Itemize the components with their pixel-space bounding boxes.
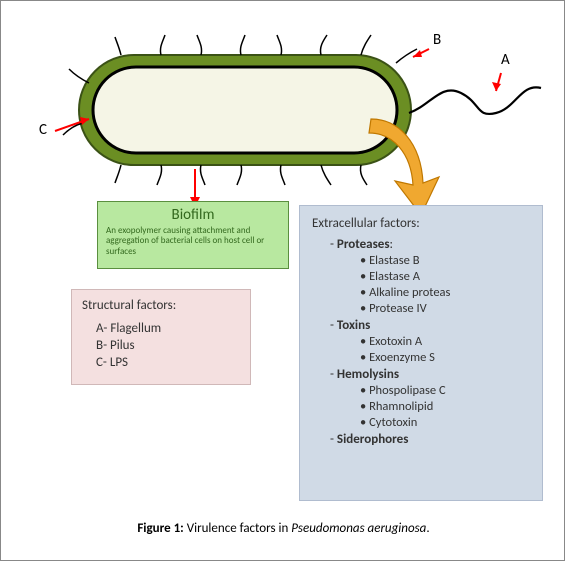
biofilm-desc: An exopolymer causing attachment and agg…	[106, 226, 280, 257]
bacterium-svg	[1, 13, 565, 213]
label-a: A	[501, 51, 510, 69]
extracellular-item: Protease IV	[312, 301, 530, 316]
structural-header: Structural factors:	[82, 298, 240, 313]
structural-box: Structural factors: A- Flagellum B- Pilus…	[71, 289, 251, 385]
extracellular-category: Toxins	[312, 318, 530, 333]
label-c: C	[39, 121, 47, 139]
extracellular-category: Siderophores	[312, 432, 530, 447]
caption-suffix: .	[426, 521, 429, 536]
arrow-a	[492, 73, 501, 91]
structural-item: A- Flagellum	[82, 321, 240, 336]
figure-caption: Figure 1: Virulence factors in Pseudomon…	[1, 521, 565, 536]
extracellular-item: Alkaline proteas	[312, 285, 530, 300]
extracellular-category: Proteases:	[312, 237, 530, 252]
extracellular-item: Elastase B	[312, 253, 530, 268]
structural-item: B- Pilus	[82, 338, 240, 353]
structural-items: A- Flagellum B- Pilus C- LPS	[82, 321, 240, 370]
extracellular-item: Exotoxin A	[312, 334, 530, 349]
biofilm-box: Biofilm An exopolymer causing attachment…	[97, 201, 289, 269]
caption-species: Pseudomonas aeruginosa	[291, 521, 426, 536]
extracellular-item: Phospolipase C	[312, 383, 530, 398]
extracellular-category: Hemolysins	[312, 367, 530, 382]
caption-prefix: Figure 1:	[137, 521, 183, 536]
label-b: B	[433, 31, 441, 49]
biofilm-title: Biofilm	[106, 206, 280, 224]
structural-item: C- LPS	[82, 355, 240, 370]
extracellular-item: Exoenzyme S	[312, 350, 530, 365]
extracellular-item: Rhamnolipid	[312, 399, 530, 414]
bacterium-diagram: A B C	[1, 13, 565, 193]
extracellular-header: Extracellular factors:	[312, 216, 530, 231]
extracellular-categories: Proteases:Elastase BElastase AAlkaline p…	[312, 237, 530, 447]
secretion-arrow	[369, 119, 439, 213]
extracellular-box: Extracellular factors: Proteases:Elastas…	[299, 205, 543, 501]
cell-body	[93, 67, 397, 153]
extracellular-item: Elastase A	[312, 269, 530, 284]
flagellum	[409, 87, 541, 114]
extracellular-item: Cytotoxin	[312, 415, 530, 430]
caption-text: Virulence factors in	[187, 521, 292, 536]
